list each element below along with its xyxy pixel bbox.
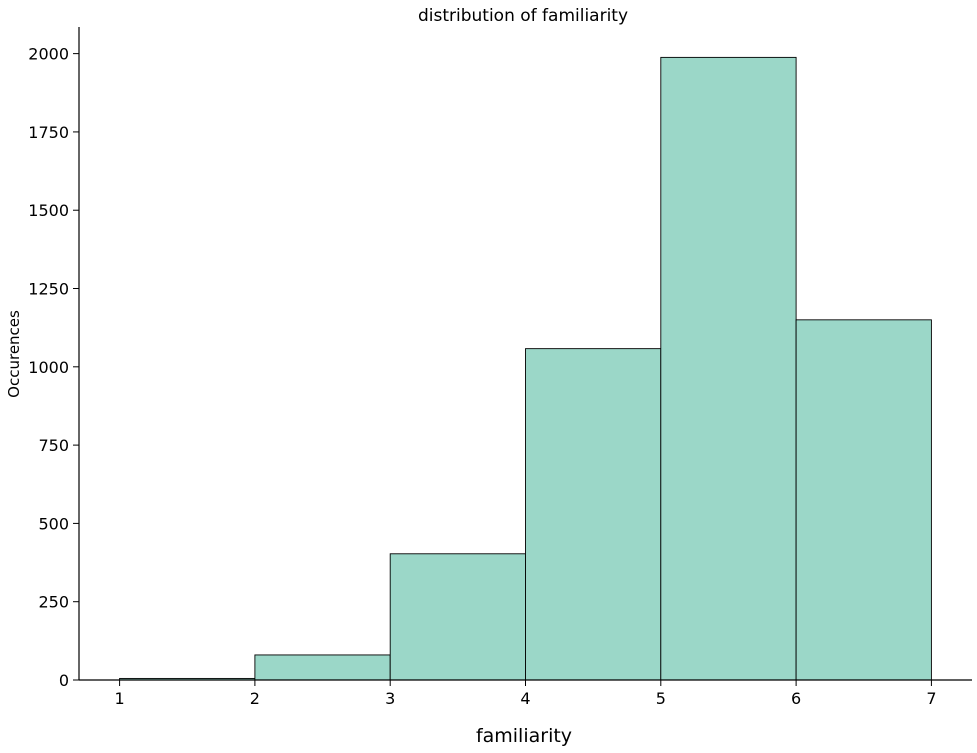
y-tick-label: 1000: [28, 358, 69, 377]
y-ticks-group: 0 250 500 750 1000 1250 1500 1750 2000: [28, 45, 79, 690]
chart-title: distribution of familiarity: [418, 6, 628, 26]
x-tick-label: 6: [791, 689, 801, 708]
y-tick-label: 1250: [28, 280, 69, 299]
y-axis-label: Occurences: [5, 310, 23, 398]
y-tick-label: 1750: [28, 123, 69, 142]
y-tick-label: 0: [59, 671, 69, 690]
histogram-bar: [525, 348, 662, 681]
y-tick-label: 2000: [28, 45, 69, 64]
x-tick-label: 1: [114, 689, 124, 708]
x-tick-label: 4: [520, 689, 530, 708]
y-tick-label: 250: [38, 593, 69, 612]
histogram-bar: [254, 654, 391, 681]
x-tick-label: 5: [656, 689, 666, 708]
x-ticks-group: 1 2 3 4 5 6 7: [114, 680, 937, 708]
y-tick-label: 750: [38, 436, 69, 455]
y-tick-label: 500: [38, 514, 69, 533]
histogram-bar: [795, 319, 932, 681]
x-tick-label: 2: [250, 689, 260, 708]
x-axis-label: familiarity: [476, 725, 572, 747]
histogram-bar: [660, 56, 797, 681]
y-tick-label: 1500: [28, 201, 69, 220]
histogram-bar: [389, 553, 526, 681]
bars-group: [119, 56, 932, 681]
x-tick-label: 7: [926, 689, 936, 708]
x-tick-label: 3: [385, 689, 395, 708]
